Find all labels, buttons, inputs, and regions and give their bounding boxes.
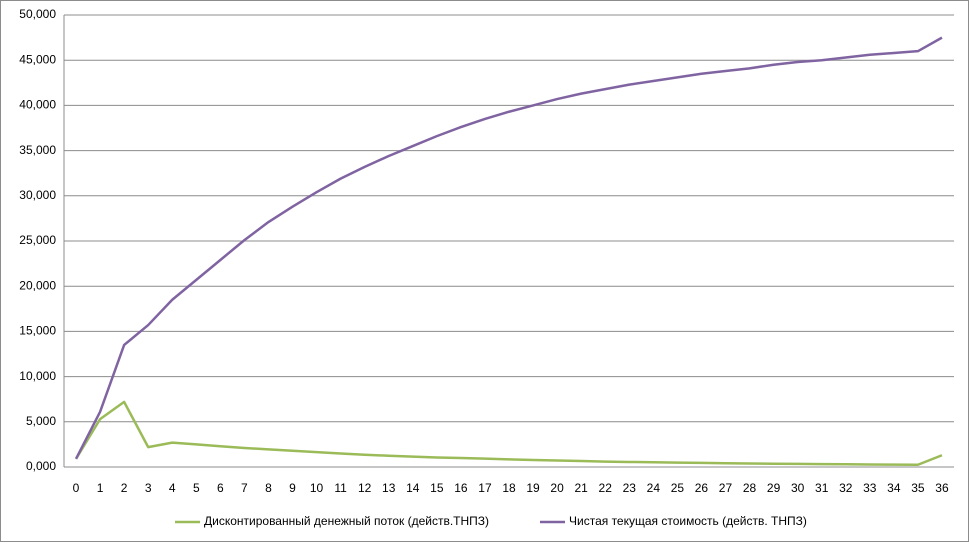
x-tick-label: 20 xyxy=(550,481,564,495)
y-tick-label: 45,000 xyxy=(19,52,56,66)
x-tick-label: 26 xyxy=(695,481,709,495)
x-tick-label: 24 xyxy=(647,481,661,495)
y-tick-label: 15,000 xyxy=(19,324,56,338)
legend-label: Чистая текущая стоимость (действ. ТНПЗ) xyxy=(569,514,807,528)
y-tick-label: 5,000 xyxy=(26,414,56,428)
x-tick-label: 29 xyxy=(767,481,781,495)
x-tick-label: 31 xyxy=(815,481,829,495)
x-tick-label: 15 xyxy=(430,481,444,495)
x-tick-label: 3 xyxy=(145,481,152,495)
x-tick-label: 11 xyxy=(334,481,347,495)
x-tick-label: 14 xyxy=(406,481,420,495)
y-tick-label: 20,000 xyxy=(19,278,56,292)
x-tick-label: 27 xyxy=(719,481,733,495)
x-tick-label: 5 xyxy=(193,481,200,495)
x-tick-label: 33 xyxy=(863,481,877,495)
x-tick-label: 22 xyxy=(599,481,613,495)
y-tick-label: 25,000 xyxy=(19,233,56,247)
x-tick-label: 32 xyxy=(839,481,853,495)
x-tick-label: 7 xyxy=(241,481,248,495)
x-tick-label: 35 xyxy=(911,481,925,495)
x-tick-label: 1 xyxy=(97,481,104,495)
x-tick-label: 17 xyxy=(478,481,492,495)
x-tick-label: 4 xyxy=(169,481,176,495)
y-tick-label: 40,000 xyxy=(19,98,56,112)
x-tick-label: 28 xyxy=(743,481,757,495)
line-series xyxy=(74,400,943,466)
x-tick-label: 10 xyxy=(310,481,324,495)
x-tick-label: 12 xyxy=(358,481,372,495)
line-series xyxy=(74,36,943,460)
x-tick-label: 18 xyxy=(502,481,516,495)
y-tick-label: 0,000 xyxy=(26,459,56,473)
x-tick-label: 23 xyxy=(623,481,637,495)
x-tick-label: 8 xyxy=(265,481,272,495)
x-tick-label: 6 xyxy=(217,481,224,495)
x-tick-label: 16 xyxy=(454,481,468,495)
y-tick-label: 30,000 xyxy=(19,188,56,202)
x-tick-label: 13 xyxy=(382,481,396,495)
y-tick-label: 10,000 xyxy=(19,369,56,383)
x-tick-label: 30 xyxy=(791,481,805,495)
y-tick-label: 35,000 xyxy=(19,143,56,157)
x-tick-label: 0 xyxy=(73,481,80,495)
x-tick-label: 36 xyxy=(935,481,949,495)
x-tick-label: 25 xyxy=(671,481,685,495)
x-tick-label: 9 xyxy=(289,481,296,495)
x-tick-label: 34 xyxy=(887,481,901,495)
x-tick-label: 2 xyxy=(121,481,128,495)
x-tick-label: 19 xyxy=(526,481,540,495)
legend-label: Дисконтированный денежный поток (действ.… xyxy=(204,514,489,528)
y-tick-label: 50,000 xyxy=(19,7,56,21)
x-tick-label: 21 xyxy=(574,481,588,495)
